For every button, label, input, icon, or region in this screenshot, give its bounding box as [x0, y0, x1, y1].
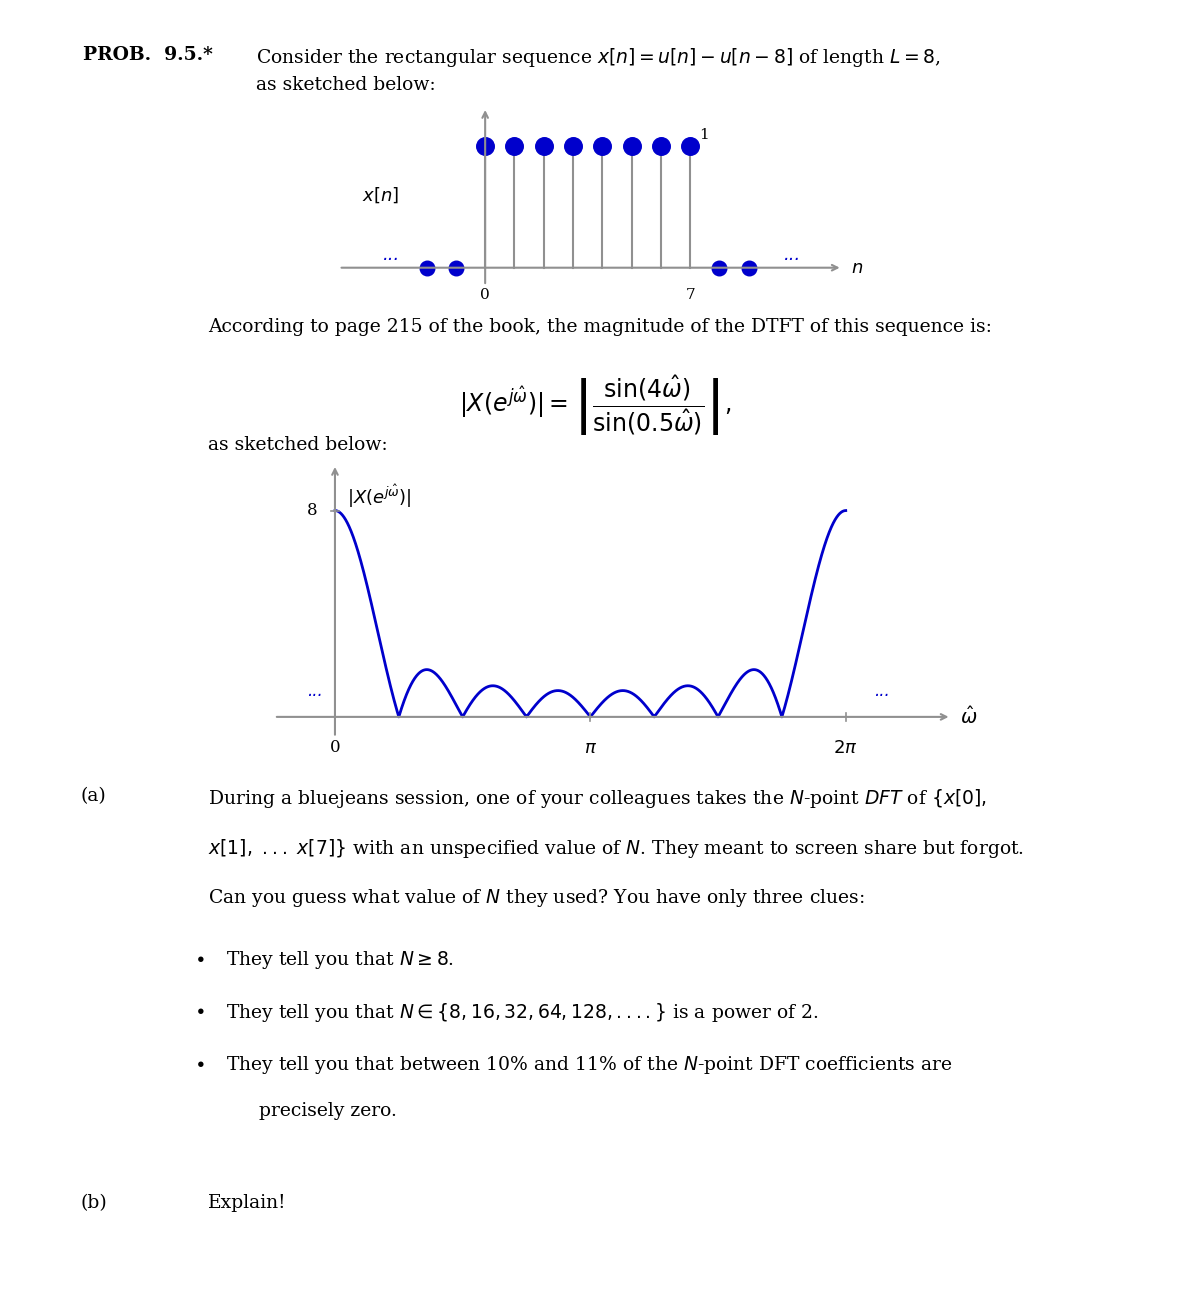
Point: [564, 135, 583, 156]
Text: $2\pi$: $2\pi$: [833, 739, 858, 757]
Text: 8: 8: [307, 502, 317, 520]
Point: [710, 257, 729, 278]
Point: [651, 135, 670, 156]
Point: [739, 257, 758, 278]
Point: [476, 135, 495, 156]
Text: Can you guess what value of $N$ they used? You have only three clues:: Can you guess what value of $N$ they use…: [208, 887, 865, 909]
Text: Consider the rectangular sequence $x[n] = u[n] - u[n-8]$ of length $L = 8$,: Consider the rectangular sequence $x[n] …: [256, 46, 941, 70]
Text: $\pi$: $\pi$: [584, 739, 597, 757]
Point: [681, 135, 700, 156]
Text: 0: 0: [481, 289, 490, 302]
Text: During a bluejeans session, one of your colleagues takes the $N$-point $\mathit{: During a bluejeans session, one of your …: [208, 787, 988, 811]
Point: [593, 135, 612, 156]
Text: They tell you that $N \geq 8$.: They tell you that $N \geq 8$.: [226, 949, 455, 971]
Text: $x[1],\ ...\  x[7]\}$ with an unspecified value of $N$. They meant to screen sha: $x[1],\ ...\ x[7]\}$ with an unspecified…: [208, 837, 1025, 861]
Point: [446, 257, 465, 278]
Point: [416, 257, 436, 278]
Point: [622, 135, 641, 156]
Text: $\bullet$: $\bullet$: [194, 1054, 205, 1072]
Text: ...: ...: [383, 247, 400, 264]
Text: They tell you that $N \in \{8, 16, 32, 64, 128, ....\}$ is a power of 2.: They tell you that $N \in \{8, 16, 32, 6…: [226, 1001, 819, 1025]
Point: [505, 135, 524, 156]
Text: $|X(e^{j\hat{\omega}})| = \left|\dfrac{\sin(4\hat{\omega})}{\sin(0.5\hat{\omega}: $|X(e^{j\hat{\omega}})| = \left|\dfrac{\…: [459, 374, 731, 438]
Text: 1: 1: [699, 129, 709, 143]
Text: PROB.  9.5.*: PROB. 9.5.*: [83, 46, 213, 64]
Text: (a): (a): [81, 787, 107, 806]
Text: 7: 7: [685, 289, 695, 302]
Text: ...: ...: [307, 682, 322, 701]
Text: Explain!: Explain!: [208, 1194, 287, 1212]
Text: ...: ...: [875, 682, 890, 701]
Text: $\bullet$: $\bullet$: [194, 949, 205, 967]
Text: precisely zero.: precisely zero.: [259, 1102, 397, 1120]
Text: $|X(e^{j\hat{\omega}})|$: $|X(e^{j\hat{\omega}})|$: [347, 483, 412, 509]
Text: as sketched below:: as sketched below:: [208, 436, 388, 454]
Text: ...: ...: [784, 247, 801, 264]
Text: as sketched below:: as sketched below:: [256, 76, 436, 94]
Text: $x[n]$: $x[n]$: [362, 185, 399, 205]
Text: $n$: $n$: [851, 258, 864, 277]
Text: They tell you that between 10% and 11% of the $N$-point DFT coefficients are: They tell you that between 10% and 11% o…: [226, 1054, 953, 1076]
Text: (b): (b): [81, 1194, 107, 1212]
Text: $\bullet$: $\bullet$: [194, 1001, 205, 1019]
Point: [534, 135, 553, 156]
Text: 0: 0: [330, 739, 340, 756]
Text: $\hat{\omega}$: $\hat{\omega}$: [959, 706, 977, 728]
Text: According to page 215 of the book, the magnitude of the DTFT of this sequence is: According to page 215 of the book, the m…: [208, 318, 992, 336]
